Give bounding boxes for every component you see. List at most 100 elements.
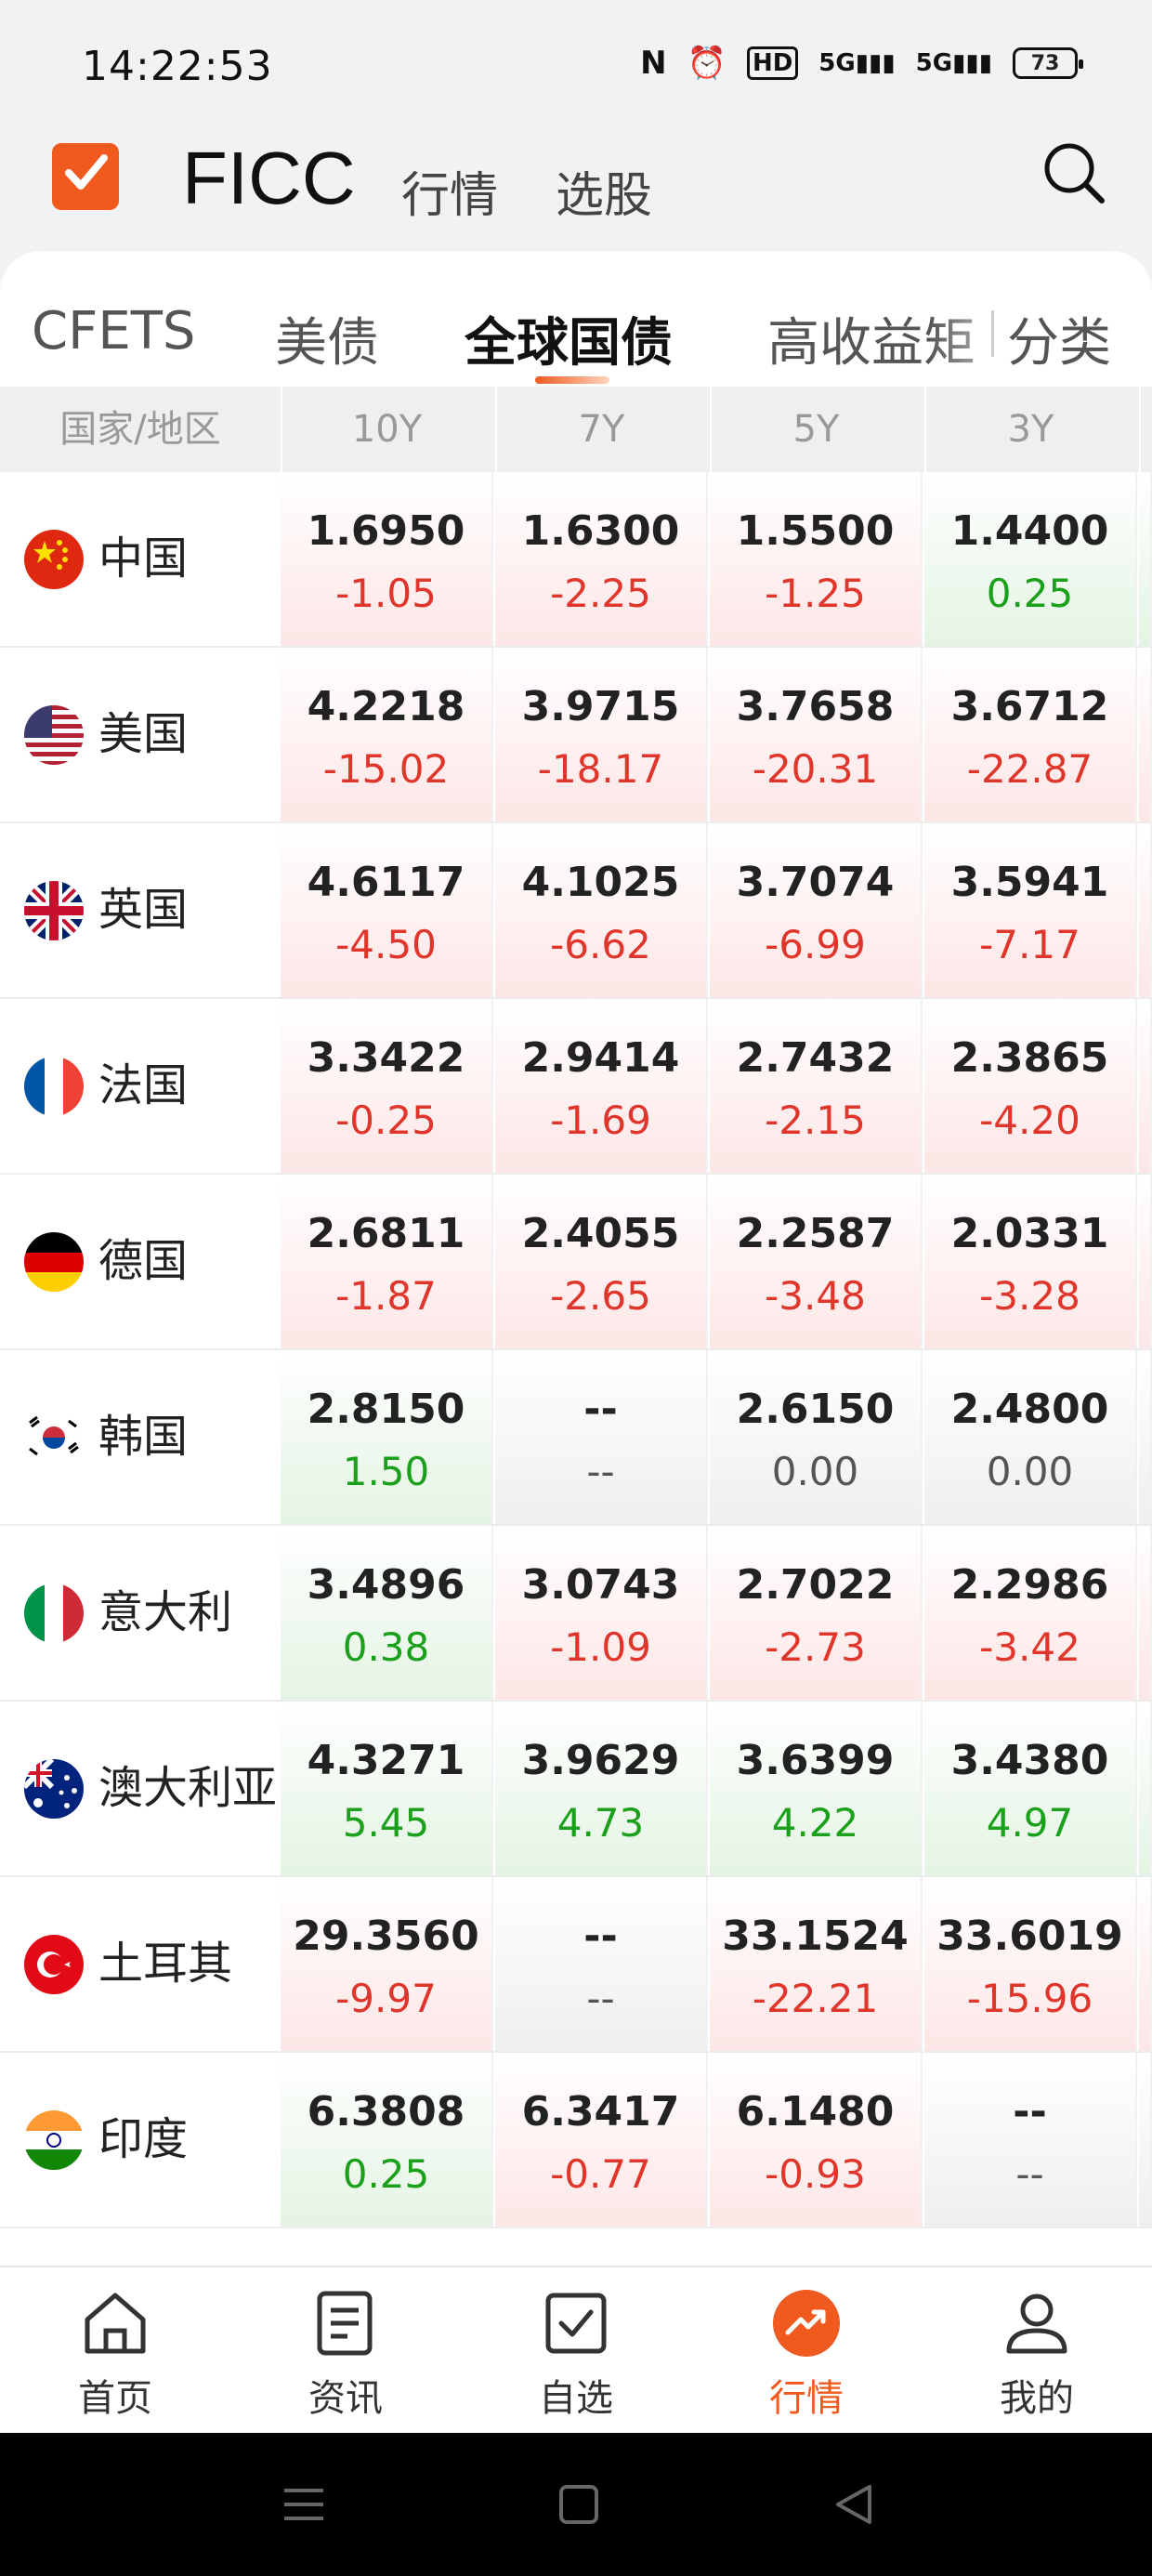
yield-cell[interactable]: 33.1524 -22.21 (710, 1877, 923, 2051)
yield-cell[interactable]: 2.6150 0.00 (710, 1350, 923, 1524)
table-row[interactable]: 韩国 2.8150 1.50 -- -- 2.6150 0.00 2.4800 0.00 (0, 1350, 1152, 1526)
yield-cell[interactable]: 3.7074 -6.99 (710, 823, 923, 997)
yield-cell[interactable]: 2.0331 -3.28 (924, 1175, 1137, 1348)
yield-cell[interactable]: 2.8150 1.50 (281, 1350, 493, 1524)
yield-cell[interactable]: 4.6117 -4.50 (281, 823, 493, 997)
home-button-icon[interactable] (556, 2481, 602, 2528)
signal-5g-icon-2: 5G▮▮▮ (915, 49, 992, 77)
yield-value: 2.7022 (736, 1561, 895, 1609)
yield-cell[interactable]: 6.1480 -0.93 (710, 2053, 923, 2227)
nav-stock-pick[interactable]: 选股 (556, 168, 653, 224)
yield-cell[interactable]: 3.6712 -22.87 (924, 648, 1137, 821)
yield-cell[interactable]: 2.7432 -2.15 (710, 999, 923, 1173)
country-cell[interactable]: 澳大利亚 (0, 1702, 282, 1875)
yield-cell[interactable]: 29.3560 -9.97 (281, 1877, 493, 2051)
tab-global-bonds[interactable]: 全球国债 (465, 313, 673, 374)
country-cell[interactable]: 法国 (0, 999, 282, 1173)
yield-change: -1.69 (550, 1097, 651, 1143)
header-3y[interactable]: 3Y (1007, 408, 1054, 451)
yield-cell[interactable]: 2.9414 -1.69 (495, 999, 708, 1173)
table-row[interactable]: 美国 4.2218 -15.02 3.9715 -18.17 3.7658 -20.31 3.… (0, 648, 1152, 823)
bottom-nav-home[interactable]: 首页 (0, 2267, 230, 2435)
country-cell[interactable]: 德国 (0, 1175, 282, 1348)
table-row[interactable]: 意大利 3.4896 0.38 3.0743 -1.09 2.7022 -2.73 2.298… (0, 1526, 1152, 1702)
table-row[interactable]: 法国 3.3422 -0.25 2.9414 -1.69 2.7432 -2.15 2.386… (0, 999, 1152, 1175)
yield-cell[interactable]: 1.6300 -2.25 (495, 472, 708, 646)
table-row[interactable]: 澳大利亚 4.3271 5.45 3.9629 4.73 3.6399 4.22 3.4380… (0, 1702, 1152, 1877)
china-flag-icon (24, 530, 84, 589)
yield-cell[interactable]: 4.3271 5.45 (281, 1702, 493, 1875)
yield-change: -2.65 (550, 1273, 651, 1319)
country-cell[interactable]: 意大利 (0, 1526, 282, 1700)
table-row[interactable]: 德国 2.6811 -1.87 2.4055 -2.65 2.2587 -3.48 2.033… (0, 1175, 1152, 1350)
next-column-edge (1139, 2053, 1152, 2227)
yield-cell[interactable]: -- -- (495, 1877, 708, 2051)
yield-cell[interactable]: 3.7658 -20.31 (710, 648, 923, 821)
yield-cell[interactable]: 3.0743 -1.09 (495, 1526, 708, 1700)
table-row[interactable]: 中国 1.6950 -1.05 1.6300 -2.25 1.5500 -1.25 1.440… (0, 472, 1152, 648)
bottom-nav-market[interactable]: 行情 (691, 2267, 922, 2435)
menu-icon[interactable] (281, 2481, 327, 2528)
yield-cell[interactable]: 3.3422 -0.25 (281, 999, 493, 1173)
battery-icon: 73 (1013, 47, 1083, 79)
bottom-nav-profile[interactable]: 我的 (922, 2267, 1152, 2435)
yield-cell[interactable]: 4.2218 -15.02 (281, 648, 493, 821)
header-country[interactable]: 国家/地区 (59, 408, 221, 451)
country-cell[interactable]: 土耳其 (0, 1877, 282, 2051)
yield-cell[interactable]: 6.3417 -0.77 (495, 2053, 708, 2227)
header-10y[interactable]: 10Y (351, 408, 423, 451)
yield-cell[interactable]: 6.3808 0.25 (281, 2053, 493, 2227)
bottom-nav-watchlist[interactable]: 自选 (461, 2267, 691, 2435)
yield-value: 1.5500 (736, 507, 895, 555)
table-row[interactable]: 英国 4.6117 -4.50 4.1025 -6.62 3.7074 -6.99 3.594… (0, 823, 1152, 999)
yield-cell[interactable]: -- -- (495, 1350, 708, 1524)
yield-cell[interactable]: 3.6399 4.22 (710, 1702, 923, 1875)
yield-cell[interactable]: 33.6019 -15.96 (924, 1877, 1137, 2051)
yield-value: 3.6712 (950, 683, 1109, 730)
yield-change: -7.17 (979, 922, 1080, 967)
yield-cell[interactable]: -- -- (924, 2053, 1137, 2227)
yield-value: 2.2587 (736, 1210, 895, 1257)
yield-value: 33.1524 (722, 1912, 909, 1960)
yield-cell[interactable]: 4.1025 -6.62 (495, 823, 708, 997)
yield-cell[interactable]: 3.5941 -7.17 (924, 823, 1137, 997)
country-cell[interactable]: 美国 (0, 648, 282, 821)
country-cell[interactable]: 印度 (0, 2053, 282, 2227)
tab-category[interactable]: 分类 (1007, 313, 1111, 374)
table-row[interactable]: 土耳其 29.3560 -9.97 -- -- 33.1524 -22.21 33.6019 -… (0, 1877, 1152, 2053)
country-cell[interactable]: 韩国 (0, 1350, 282, 1524)
yield-cell[interactable]: 2.3865 -4.20 (924, 999, 1137, 1173)
yield-change: -2.15 (765, 1097, 866, 1143)
yield-cell[interactable]: 3.4380 4.97 (924, 1702, 1137, 1875)
table-row[interactable]: 印度 6.3808 0.25 6.3417 -0.77 6.1480 -0.93 -- -- (0, 2053, 1152, 2228)
system-nav-bar (0, 2433, 1152, 2576)
country-name: 澳大利亚 (98, 1762, 278, 1814)
yield-change: -18.17 (537, 746, 664, 792)
header-5y[interactable]: 5Y (792, 408, 840, 451)
yield-change: 1.50 (342, 1449, 430, 1494)
yield-cell[interactable]: 2.4055 -2.65 (495, 1175, 708, 1348)
yield-cell[interactable]: 3.4896 0.38 (281, 1526, 493, 1700)
app-logo-icon[interactable] (52, 143, 119, 210)
yield-cell[interactable]: 2.2587 -3.48 (710, 1175, 923, 1348)
search-icon[interactable] (1041, 139, 1107, 210)
yield-cell[interactable]: 2.4800 0.00 (924, 1350, 1137, 1524)
country-cell[interactable]: 英国 (0, 823, 282, 997)
bottom-nav-news[interactable]: 资讯 (230, 2267, 461, 2435)
yield-cell[interactable]: 1.5500 -1.25 (710, 472, 923, 646)
header-7y[interactable]: 7Y (578, 408, 625, 451)
back-icon[interactable] (831, 2481, 877, 2528)
bond-table-body: 中国 1.6950 -1.05 1.6300 -2.25 1.5500 -1.25 1.440… (0, 472, 1152, 2228)
bottom-nav-label: 自选 (539, 2377, 613, 2420)
yield-cell[interactable]: 1.4400 0.25 (924, 472, 1137, 646)
yield-cell[interactable]: 3.9715 -18.17 (495, 648, 708, 821)
country-cell[interactable]: 中国 (0, 472, 282, 646)
yield-cell[interactable]: 2.7022 -2.73 (710, 1526, 923, 1700)
yield-cell[interactable]: 2.6811 -1.87 (281, 1175, 493, 1348)
yield-cell[interactable]: 2.2986 -3.42 (924, 1526, 1137, 1700)
nav-quote[interactable]: 行情 (401, 168, 499, 224)
tab-cfets[interactable]: CFETS (32, 301, 196, 361)
yield-cell[interactable]: 3.9629 4.73 (495, 1702, 708, 1875)
yield-cell[interactable]: 1.6950 -1.05 (281, 472, 493, 646)
tab-us-treasury[interactable]: 美债 (275, 313, 379, 374)
